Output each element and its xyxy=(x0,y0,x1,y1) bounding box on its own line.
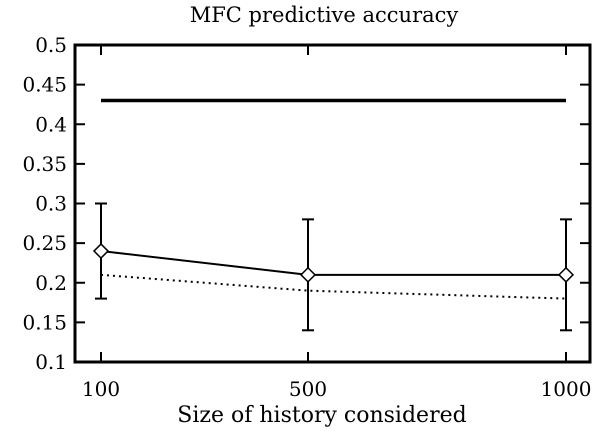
chart-title: MFC predictive accuracy xyxy=(190,3,459,27)
y-tick-label: 0.4 xyxy=(35,112,67,136)
series-layer xyxy=(92,98,575,332)
x-tick-label: 500 xyxy=(289,377,327,401)
y-tick-label: 0.25 xyxy=(22,231,67,255)
plot-frame xyxy=(73,43,592,364)
y-tick-label: 0.45 xyxy=(22,73,67,97)
y-tick-label: 0.5 xyxy=(35,33,67,57)
diamond-marker xyxy=(299,266,317,283)
y-tick-label: 0.15 xyxy=(22,310,67,334)
diamond-marker xyxy=(557,266,575,283)
y-tick-label: 0.1 xyxy=(35,350,67,374)
x-tick-label: 1000 xyxy=(541,377,592,401)
x-axis: 100 500 1000 xyxy=(82,45,592,401)
y-axis: 0.1 0.15 0.2 0.25 0.3 0.35 0.4 0.45 0.5 xyxy=(22,33,590,374)
series-line-2 xyxy=(100,250,566,276)
x-axis-title: Size of history considered xyxy=(177,403,466,428)
diamond-marker xyxy=(92,242,110,260)
y-tick-label: 0.3 xyxy=(35,192,67,216)
y-tick-label: 0.2 xyxy=(35,271,67,295)
series-line-3 xyxy=(100,273,567,300)
y-tick-label: 0.35 xyxy=(22,152,67,176)
x-tick-label: 100 xyxy=(82,377,120,401)
